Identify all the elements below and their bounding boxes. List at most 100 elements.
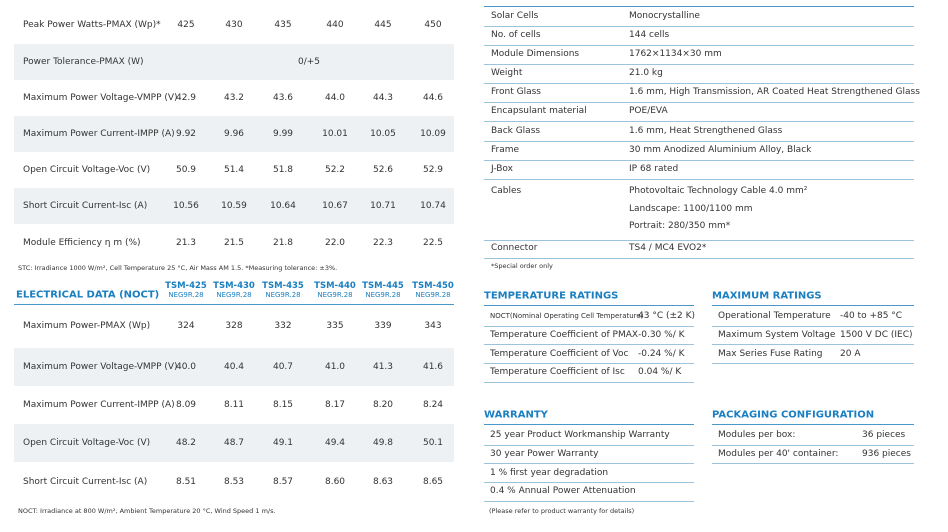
cell-value: 43.6 [272,93,294,103]
rule [484,120,914,122]
row-value: Monocrystalline [629,11,700,21]
cell-value: 22.5 [422,238,444,248]
cell-value: 8.65 [422,477,444,487]
row-label: Maximum Power Current-IMPP (A) [23,400,175,410]
cell-value: 435 [274,20,292,30]
cell-value: 44.6 [422,93,444,103]
row-label: NOCT(Nominal Operating Cell Temperature) [490,312,644,320]
cell-value: 44.3 [372,93,394,103]
row-label: Maximum Power Current-IMPP (A) [23,129,175,139]
rule [484,178,914,180]
row-label: Modules per box: [718,430,796,440]
rule [484,257,914,259]
cell-value: 10.56 [173,201,199,211]
row-label: Peak Power Watts-PMAX (Wp)* [23,20,161,30]
cell-value: 445 [374,20,392,30]
cell-value: 44.0 [324,93,346,103]
rule [14,304,454,305]
cell-value: 40.7 [272,362,294,372]
row-label: Operational Temperature [718,311,831,321]
cell-value: 41.3 [372,362,394,372]
row-label: Encapsulant material [491,106,587,116]
row-value: 936 pieces [862,448,911,459]
cell-value: 40.0 [175,362,197,372]
cell-value: 49.1 [272,438,294,448]
cell-value: 0/+5 [297,57,321,67]
row-label: Module Dimensions [491,49,580,59]
row-label: Short Circuit Current-Isc (A) [23,201,148,211]
cell-value: 425 [177,20,195,30]
cell-value: 41.6 [422,362,444,372]
cell-value: 10.74 [420,201,446,211]
row-label: Frame [491,145,520,155]
cell-value: 22.3 [372,238,394,248]
cell-value: 40.4 [223,362,245,372]
row-value: Portrait: 280/350 mm* [629,221,731,231]
cell-value: 430 [225,20,243,30]
row-label: No. of cells [491,30,541,40]
rule [484,82,914,84]
model-header: TSM-440 NEG9R.28 [314,282,356,300]
cell-value: 324 [177,321,195,331]
rule [484,463,694,465]
row-value: -40 to +85 °C [840,311,903,321]
model-header: TSM-445 NEG9R.28 [362,282,404,300]
row-value: 1.6 mm, High Transmission, AR Coated Hea… [629,87,920,97]
row-label: Weight [491,68,523,78]
row-label: Temperature Coefficient of Voc [490,348,629,359]
rule [712,444,914,446]
model-name: TSM-430 [213,281,255,291]
cell-value: 10.64 [270,201,296,211]
rule [712,463,914,465]
model-sub: NEG9R.28 [365,291,401,299]
footnote: STC: Irradiance 1000 W/m², Cell Temperat… [18,264,338,272]
rule [484,325,694,327]
row-band [14,348,454,386]
section-title: PACKAGING CONFIGURATION [712,409,875,421]
cell-value: 332 [274,321,292,331]
row-label: Cables [491,186,522,196]
row-band [14,188,454,224]
model-header: TSM-425 NEG9R.28 [165,282,207,300]
rule [712,344,914,346]
cell-value: 50.9 [175,165,197,175]
row-label: Max Series Fuse Rating [718,348,823,359]
rule [484,239,914,241]
row-value: 1.6 mm, Heat Strengthened Glass [629,126,783,136]
cell-value: 10.05 [370,129,396,139]
cell-value: 21.3 [175,238,197,248]
row-label: Maximum System Voltage [718,329,836,340]
row-label: Back Glass [491,126,541,136]
row-label: Temperature Coefficient of PMAX [490,329,639,340]
rule [484,25,914,27]
cell-value: 8.53 [223,477,245,487]
rule [484,63,914,65]
row-label: Modules per 40' container: [718,448,839,459]
row-label: Front Glass [491,87,541,97]
rule [484,363,694,365]
cell-value: 21.8 [272,238,294,248]
model-sub: NEG9R.28 [265,291,301,299]
model-sub: NEG9R.28 [216,291,252,299]
cell-value: 8.15 [272,400,294,410]
cell-value: 335 [326,321,344,331]
section-title: TEMPERATURE RATINGS [484,290,619,302]
row-label: 0.4 % Annual Power Attenuation [490,486,636,497]
cell-value: 8.60 [324,477,346,487]
cell-value: 41.0 [324,362,346,372]
row-label: Open Circuit Voltage-Voc (V) [23,165,151,175]
cell-value: 8.09 [175,400,197,410]
model-name: TSM-435 [262,281,304,291]
row-label: Maximum Power-PMAX (Wp) [23,321,151,331]
cell-value: 21.5 [223,238,245,248]
row-label: 25 year Product Workmanship Warranty [490,430,670,440]
cell-value: 8.51 [175,477,197,487]
cell-value: 42.9 [175,93,197,103]
row-label: Module Efficiency η m (%) [23,238,141,248]
row-band [14,424,454,462]
cell-value: 328 [225,321,243,331]
row-value: Photovoltaic Technology Cable 4.0 mm² [629,186,808,196]
model-sub: NEG9R.28 [415,291,451,299]
model-name: TSM-450 [412,281,454,291]
section-title: MAXIMUM RATINGS [712,290,822,302]
